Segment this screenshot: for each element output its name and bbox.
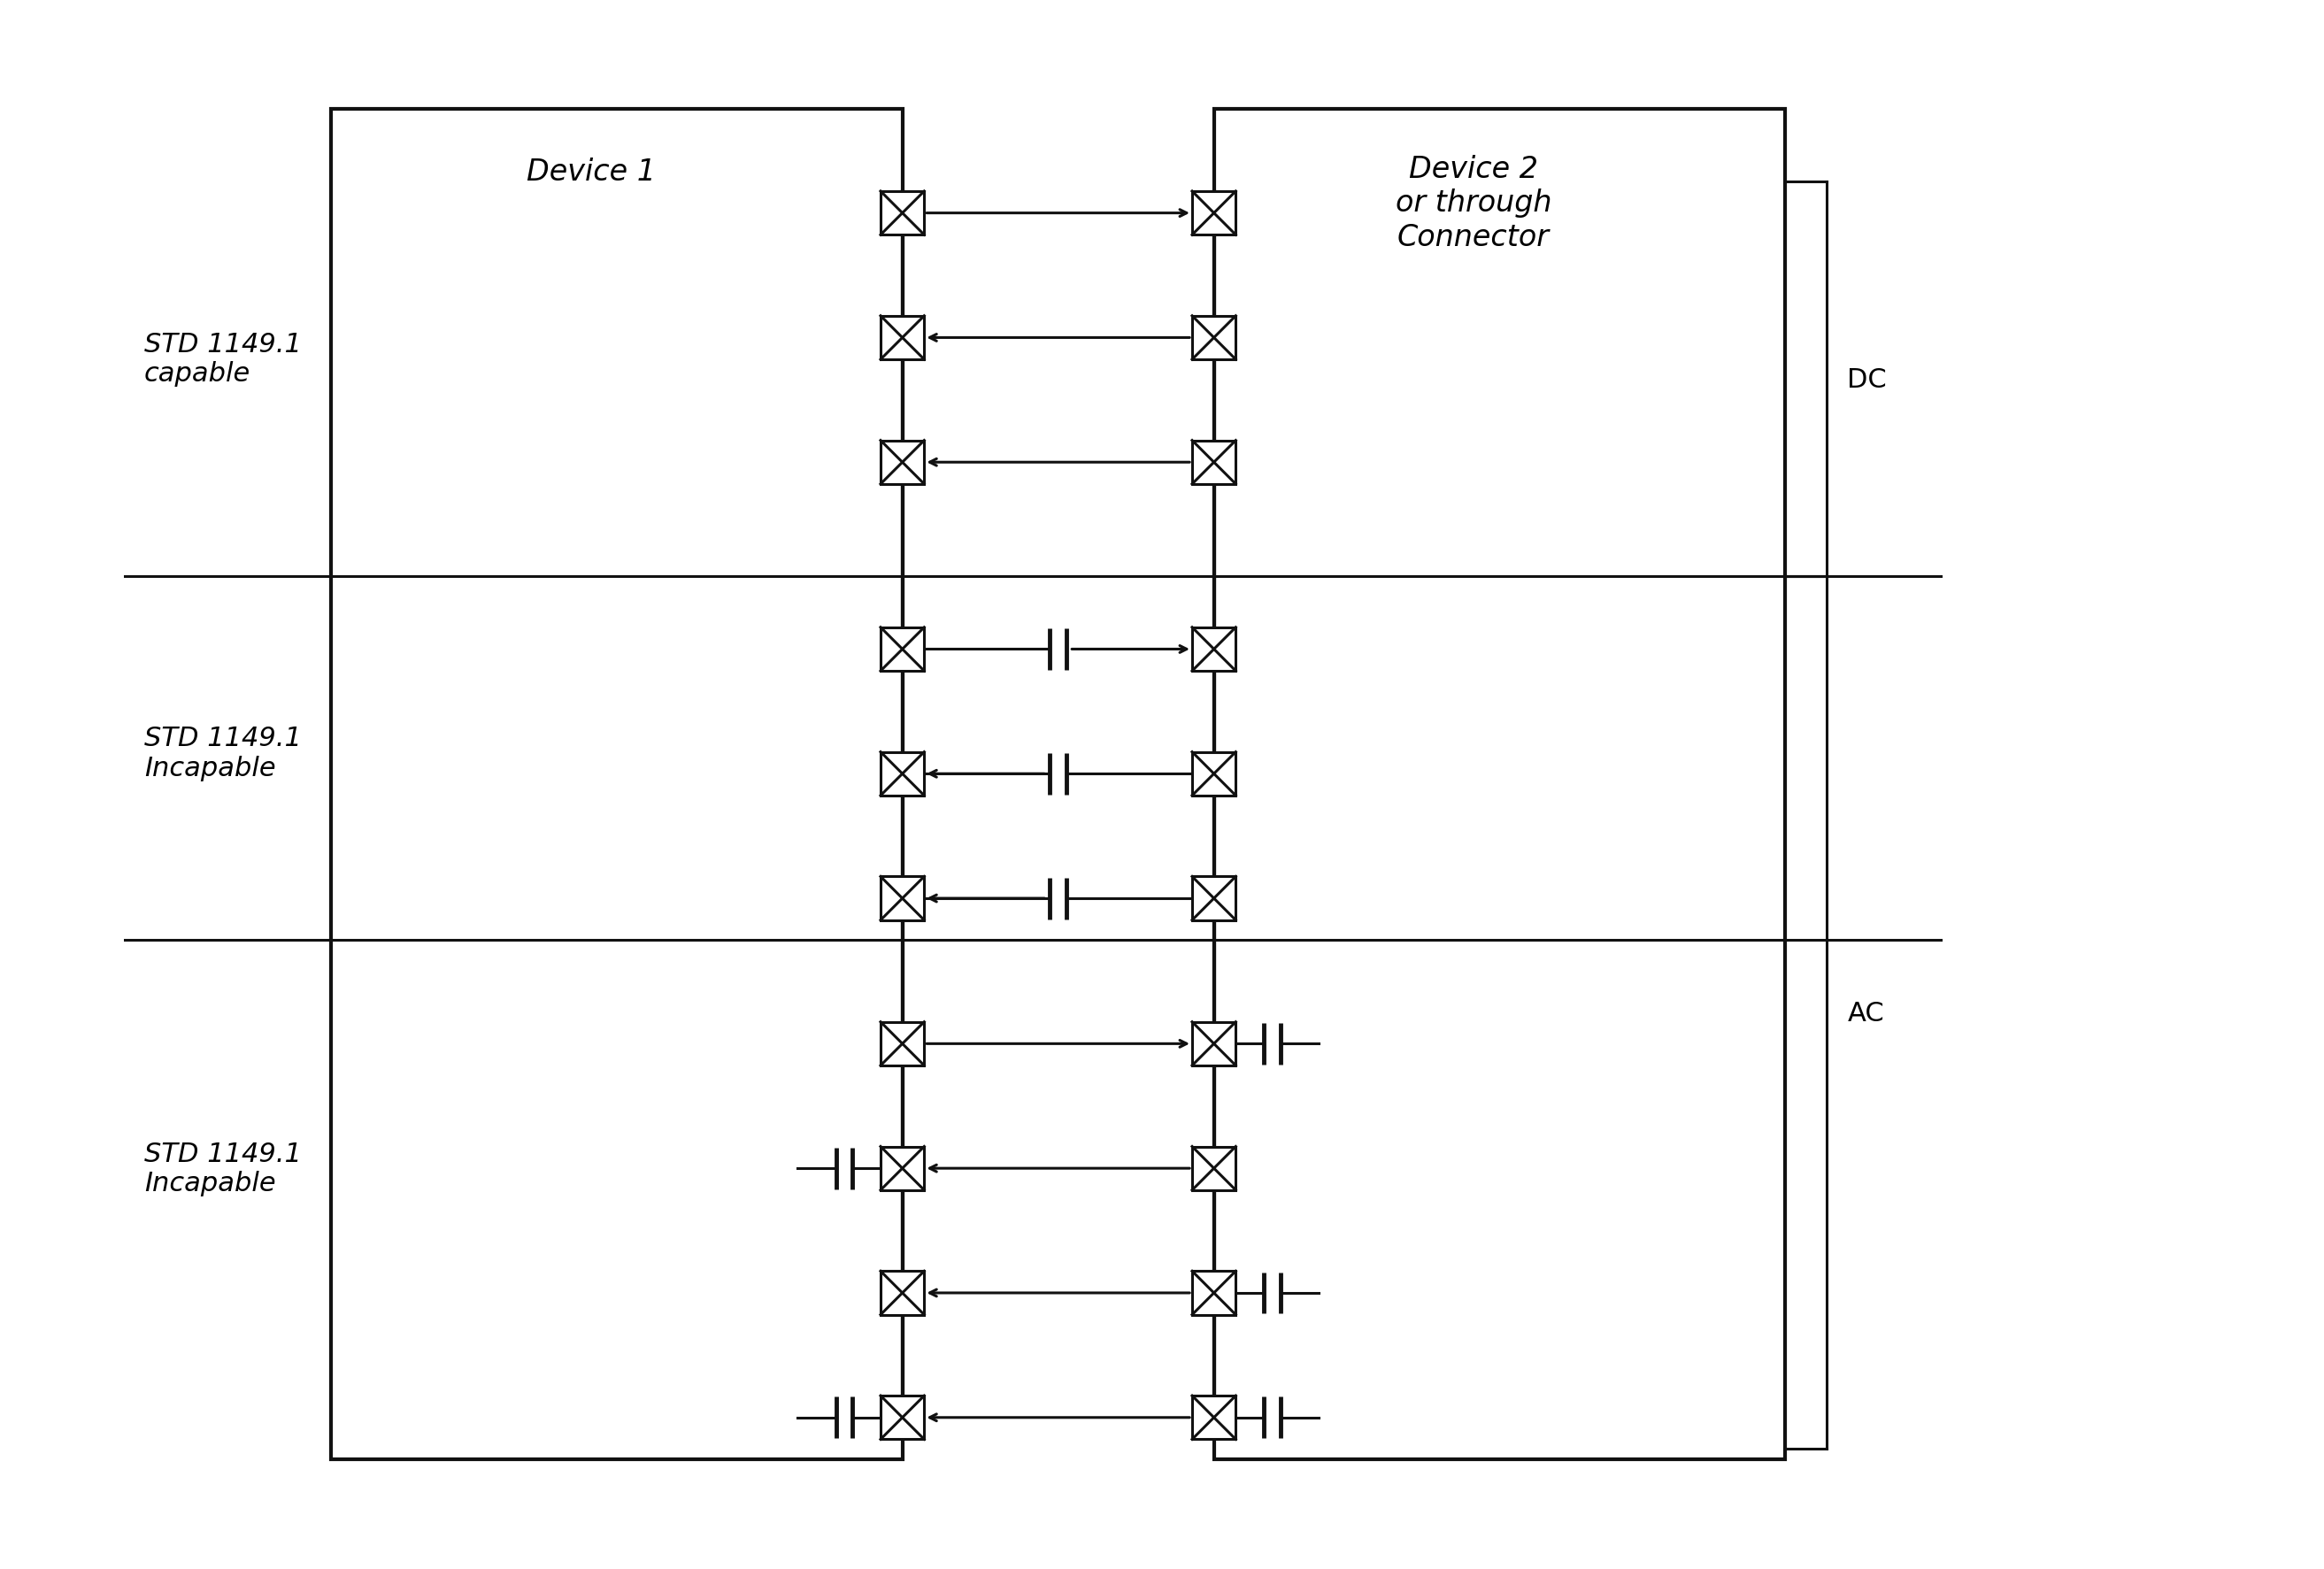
Bar <box>881 1396 925 1439</box>
Bar <box>1192 628 1236 672</box>
Bar <box>881 1271 925 1315</box>
Bar <box>1192 1396 1236 1439</box>
Bar <box>881 752 925 795</box>
Bar <box>1192 191 1236 235</box>
Text: AC: AC <box>1848 999 1885 1026</box>
Text: DC: DC <box>1848 367 1887 392</box>
Bar <box>881 877 925 921</box>
Text: STD 1149.1
capable: STD 1149.1 capable <box>144 331 302 386</box>
Text: STD 1149.1
Incapable: STD 1149.1 Incapable <box>144 1141 302 1196</box>
Bar <box>881 317 925 359</box>
Text: STD 1149.1
Incapable: STD 1149.1 Incapable <box>144 726 302 781</box>
Bar <box>881 1147 925 1191</box>
Bar <box>1192 877 1236 921</box>
Bar <box>1192 1021 1236 1065</box>
Bar <box>1192 441 1236 485</box>
Bar <box>1192 1147 1236 1191</box>
Text: Device 1: Device 1 <box>525 157 655 187</box>
Bar <box>881 1021 925 1065</box>
Bar <box>881 441 925 485</box>
Bar <box>332 110 902 1459</box>
Bar <box>881 191 925 235</box>
Bar <box>1192 752 1236 795</box>
Bar <box>1213 110 1785 1459</box>
Bar <box>881 628 925 672</box>
Bar <box>1192 317 1236 359</box>
Bar <box>1192 1271 1236 1315</box>
Text: Device 2
or through
Connector: Device 2 or through Connector <box>1394 155 1552 251</box>
